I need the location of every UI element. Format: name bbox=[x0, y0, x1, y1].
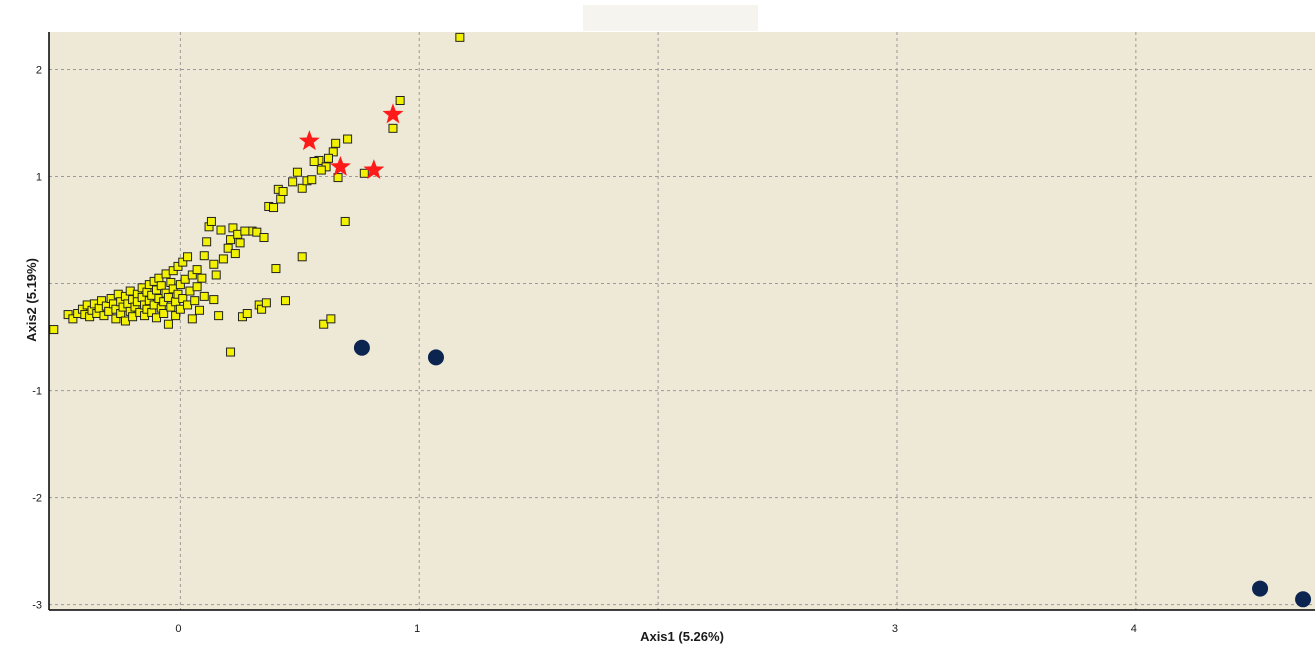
x-tick-label: 0 bbox=[175, 623, 181, 635]
square-point bbox=[297, 252, 307, 262]
y-tick-label: 1 bbox=[36, 172, 42, 184]
square-point bbox=[257, 304, 267, 314]
square-point bbox=[218, 254, 228, 264]
square-point bbox=[171, 311, 181, 321]
square-point bbox=[242, 309, 252, 319]
y-tick-label: 2 bbox=[36, 64, 42, 76]
square-point bbox=[276, 194, 286, 204]
square-point bbox=[178, 257, 188, 267]
x-tick-label: 4 bbox=[1131, 623, 1137, 635]
square-point bbox=[209, 295, 219, 305]
square-point bbox=[156, 281, 166, 291]
circle-point bbox=[353, 339, 370, 356]
square-point bbox=[187, 314, 197, 324]
circle-point bbox=[1252, 580, 1269, 597]
square-point bbox=[194, 305, 204, 315]
square-point bbox=[49, 325, 59, 335]
y-tick-label: -2 bbox=[32, 493, 42, 505]
square-point bbox=[187, 270, 197, 280]
square-point bbox=[280, 296, 290, 306]
star-point bbox=[382, 103, 404, 124]
title-tab bbox=[583, 5, 758, 31]
square-point bbox=[211, 270, 221, 280]
square-point bbox=[288, 177, 298, 187]
square-point bbox=[340, 216, 350, 226]
square-point bbox=[175, 280, 185, 290]
square-point bbox=[307, 175, 317, 185]
y-axis-title: Axis2 (5.19%) bbox=[24, 258, 39, 342]
x-tick-label: 1 bbox=[414, 623, 420, 635]
grid bbox=[49, 32, 1315, 610]
square-point bbox=[199, 251, 209, 261]
square-point bbox=[178, 294, 188, 304]
square-point bbox=[388, 123, 398, 133]
circle-point bbox=[427, 349, 444, 366]
square-point bbox=[68, 314, 78, 324]
square-point bbox=[319, 319, 329, 329]
square-point bbox=[297, 183, 307, 193]
square-point bbox=[192, 282, 202, 292]
star-point bbox=[329, 155, 351, 176]
square-point bbox=[271, 264, 281, 274]
square-point bbox=[199, 291, 209, 301]
data-marks bbox=[49, 32, 1312, 608]
square-point bbox=[216, 225, 226, 235]
square-point bbox=[226, 235, 236, 245]
square-point bbox=[183, 252, 193, 262]
square-point bbox=[259, 233, 269, 243]
x-tick-label: 3 bbox=[892, 623, 898, 635]
axes bbox=[48, 32, 1315, 611]
plot-background bbox=[49, 32, 1315, 610]
square-point bbox=[226, 347, 236, 357]
square-point bbox=[166, 302, 176, 312]
square-point bbox=[192, 265, 202, 275]
square-point bbox=[252, 227, 262, 237]
square-point bbox=[230, 249, 240, 259]
square-point bbox=[240, 226, 250, 236]
square-point bbox=[331, 138, 341, 148]
square-point bbox=[235, 238, 245, 248]
square-point bbox=[97, 296, 107, 306]
square-point bbox=[269, 203, 279, 213]
square-point bbox=[326, 314, 336, 324]
square-point bbox=[197, 273, 207, 283]
square-point bbox=[455, 32, 465, 42]
circle-point bbox=[1295, 591, 1312, 608]
square-point bbox=[111, 314, 121, 324]
x-axis-title: Axis1 (5.26%) bbox=[640, 629, 724, 644]
star-point bbox=[298, 130, 320, 151]
y-tick-label: -3 bbox=[32, 600, 42, 612]
square-point bbox=[209, 259, 219, 269]
square-point bbox=[202, 237, 212, 247]
star-point bbox=[363, 159, 385, 179]
square-point bbox=[343, 134, 353, 144]
square-point bbox=[309, 157, 319, 167]
square-point bbox=[223, 243, 233, 253]
square-point bbox=[214, 311, 224, 321]
square-point bbox=[323, 153, 333, 163]
square-point bbox=[278, 186, 288, 196]
square-point bbox=[159, 309, 169, 319]
tick-labels: 0 1 3 4 -3 -2 -1 1 2 bbox=[32, 64, 1137, 635]
square-point bbox=[359, 168, 369, 178]
square-point bbox=[163, 319, 173, 329]
y-tick-label: -1 bbox=[32, 386, 42, 398]
square-point bbox=[333, 173, 343, 183]
square-point bbox=[190, 296, 200, 306]
square-point bbox=[261, 298, 271, 308]
square-point bbox=[228, 223, 238, 233]
square-point bbox=[206, 216, 216, 226]
square-point bbox=[292, 167, 302, 177]
square-point bbox=[395, 96, 405, 106]
square-point bbox=[316, 165, 326, 175]
square-point bbox=[328, 147, 338, 157]
